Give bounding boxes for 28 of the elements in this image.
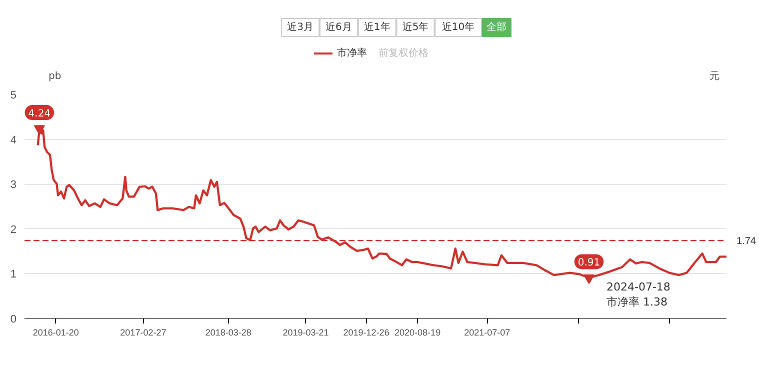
y-tick-label: 4	[10, 134, 17, 146]
y-tick-label: 1	[10, 268, 17, 281]
x-tick-label: 2021-07-07	[464, 328, 510, 338]
text: 全部	[486, 21, 507, 33]
annotation: 0.91	[578, 258, 600, 269]
x-tick-label: 2018-03-28	[205, 328, 252, 338]
y-tick-label: 2	[10, 224, 17, 236]
y-tick-label: 0	[10, 314, 17, 326]
y-tick-label: 3	[10, 179, 17, 192]
y2-axis-title: 元	[709, 71, 720, 82]
x-tick-label: 2017-02-27	[120, 328, 166, 338]
text: 前复权价格	[378, 47, 429, 59]
y-axis-title: pb	[48, 71, 62, 82]
y-tick-label: 5	[10, 90, 17, 102]
annotation: 市净率 1.38	[606, 296, 668, 308]
legend-label: 市净率	[337, 47, 368, 59]
text: 近6月	[326, 21, 352, 33]
x-tick-label: 2016-01-20	[32, 328, 79, 338]
text: 近5年	[402, 21, 429, 33]
x-tick-label: 2020-08-19	[394, 328, 441, 338]
text: 近10年	[442, 21, 475, 33]
text: 近1年	[364, 21, 390, 33]
annotation: 2024-07-18	[606, 280, 670, 294]
ref-line-label: 1.74	[736, 236, 756, 248]
text: 近3月	[287, 21, 314, 33]
x-tick-label: 2019-12-26	[343, 328, 390, 338]
x-tick-label: 2019-03-21	[282, 328, 329, 338]
annotation: 4.24	[28, 108, 51, 120]
